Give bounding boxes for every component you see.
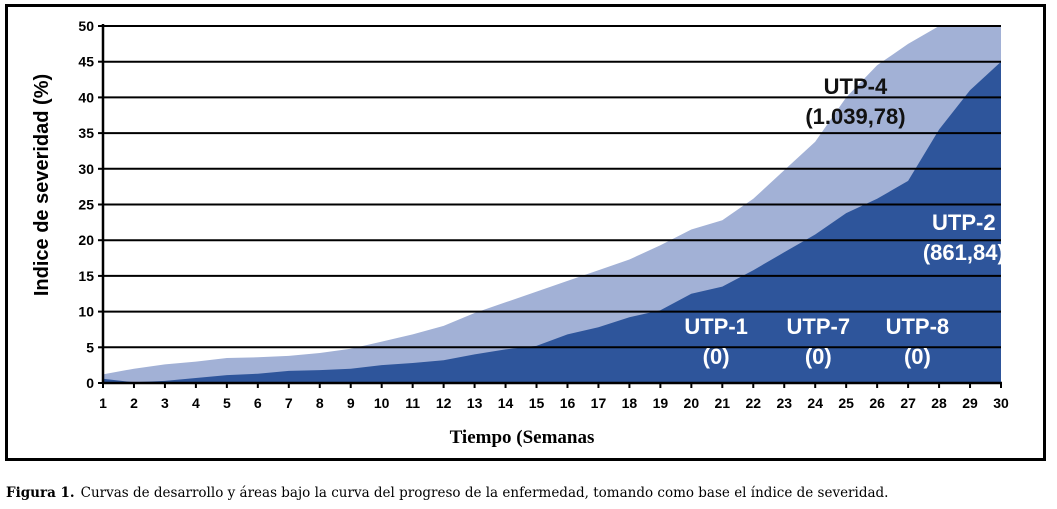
area-layer	[103, 26, 1001, 383]
x-tick-label-24: 24	[807, 395, 823, 411]
figure-caption: Figura 1. Curvas de desarrollo y áreas ba…	[6, 485, 1054, 501]
x-tick-label-3: 3	[161, 395, 169, 411]
y-tick-label-40: 40	[78, 89, 94, 105]
x-tick-label-6: 6	[254, 395, 262, 411]
x-tick-label-7: 7	[285, 395, 293, 411]
y-tick-label-5: 5	[86, 339, 94, 355]
series-value-utp-8: (0)	[904, 344, 931, 369]
area-utp-2	[103, 61, 1001, 383]
y-tick-label-25: 25	[78, 197, 94, 213]
series-value-utp-7: (0)	[805, 344, 832, 369]
y-tick-label-45: 45	[78, 54, 94, 70]
series-label-utp-8: UTP-8	[886, 314, 950, 339]
y-tick-label-10: 10	[78, 304, 94, 320]
x-tick-label-13: 13	[467, 395, 483, 411]
x-tick-label-16: 16	[560, 395, 576, 411]
x-tick-label-12: 12	[436, 395, 452, 411]
x-tick-label-17: 17	[591, 395, 607, 411]
x-tick-label-4: 4	[192, 395, 200, 411]
x-tick-label-29: 29	[962, 395, 978, 411]
x-tick-label-1: 1	[99, 395, 107, 411]
x-tick-label-19: 19	[653, 395, 669, 411]
caption-label: Figura 1.	[6, 485, 75, 501]
series-label-utp-2: UTP-2	[932, 210, 996, 235]
x-axis-label: Tiempo (Semanas	[450, 427, 595, 448]
series-value-utp-4: (1.039,78)	[805, 104, 905, 129]
caption-text: Curvas de desarrollo y áreas bajo la cur…	[80, 485, 889, 501]
x-tick-label-10: 10	[374, 395, 390, 411]
x-tick-label-23: 23	[776, 395, 792, 411]
series-label-utp-4: UTP-4	[824, 74, 888, 99]
y-tick-label-30: 30	[78, 161, 94, 177]
x-tick-label-15: 15	[529, 395, 545, 411]
y-tick-labels: 0 5 10 15 20 25 30 35 40 45 50	[78, 18, 103, 391]
x-tick-label-18: 18	[622, 395, 638, 411]
y-tick-label-35: 35	[78, 125, 94, 141]
x-tick-label-5: 5	[223, 395, 231, 411]
series-value-utp-2: (861,84)	[923, 240, 1005, 265]
x-tick-label-30: 30	[993, 395, 1009, 411]
x-tick-label-25: 25	[838, 395, 854, 411]
x-tick-label-11: 11	[405, 395, 420, 411]
x-tick-label-21: 21	[715, 395, 731, 411]
x-tick-label-22: 22	[745, 395, 761, 411]
series-annotations: UTP-4 (1.039,78) UTP-2 (861,84) UTP-1 (0) UTP-…	[684, 74, 1004, 369]
y-tick-label-20: 20	[78, 232, 94, 248]
y-tick-label-50: 50	[78, 18, 94, 34]
y-tick-label-15: 15	[78, 268, 94, 284]
x-tick-label-28: 28	[931, 395, 947, 411]
x-tick-label-2: 2	[130, 395, 138, 411]
x-tick-label-9: 9	[347, 395, 355, 411]
series-value-utp-1: (0)	[703, 344, 730, 369]
series-label-utp-7: UTP-7	[787, 314, 851, 339]
gridlines	[103, 25, 1001, 349]
x-tick-label-8: 8	[316, 395, 324, 411]
x-tick-label-14: 14	[498, 395, 514, 411]
y-tick-label-0: 0	[86, 375, 94, 391]
x-tick-label-20: 20	[684, 395, 700, 411]
x-tick-label-26: 26	[869, 395, 885, 411]
x-tick-label-27: 27	[900, 395, 916, 411]
series-label-utp-1: UTP-1	[684, 314, 748, 339]
x-tick-labels: 1 2 3 4 5 6 7 8 9 10 11 12 13 14 15 16 17 18 19 20 21 22 23 24 2…	[99, 383, 1009, 411]
y-axis-label: Indice de severidad (%)	[31, 74, 53, 296]
